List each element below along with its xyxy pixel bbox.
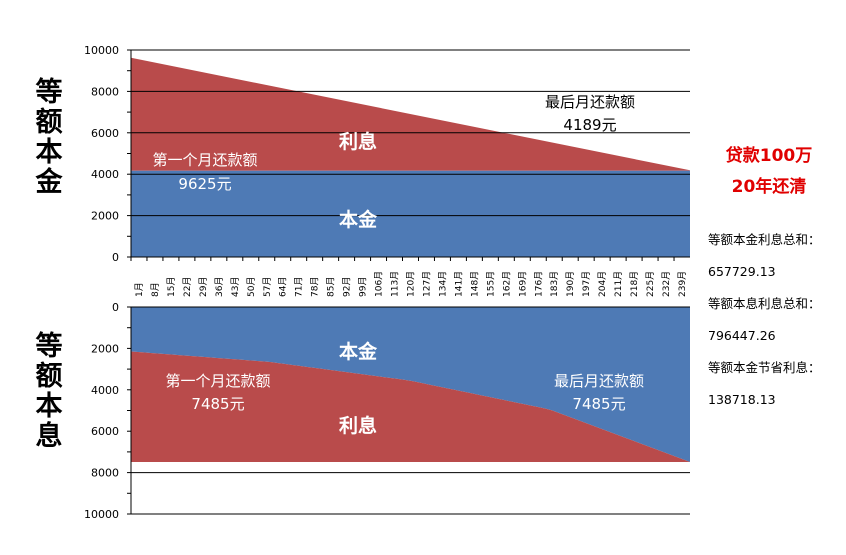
first-month-value-top: 9625元 bbox=[178, 175, 231, 193]
month-label-20: 141月 bbox=[453, 271, 464, 297]
month-label-8: 57月 bbox=[262, 277, 273, 297]
month-label-25: 176月 bbox=[533, 271, 544, 297]
y-tick-label-bottom-1: 2000 bbox=[91, 342, 119, 355]
principal-area-equal-principal bbox=[131, 170, 690, 257]
month-label-13: 92月 bbox=[342, 277, 353, 297]
month-label-6: 43月 bbox=[230, 277, 241, 297]
month-label-0: 1月 bbox=[134, 282, 145, 297]
interest-area-equal-installment bbox=[131, 351, 690, 462]
summary-line-5: 等额本金节省利息： bbox=[708, 360, 821, 375]
month-label-12: 85月 bbox=[326, 277, 337, 297]
month-label-2: 15月 bbox=[166, 277, 177, 297]
y-tick-label-top-5: 10000 bbox=[84, 44, 119, 57]
month-label-17: 120月 bbox=[406, 271, 417, 297]
loan-term-line: 20年还清 bbox=[731, 177, 807, 197]
summary-line-2: 657729.13 bbox=[708, 264, 776, 279]
month-label-11: 78月 bbox=[310, 277, 321, 297]
interest-label-bottom: 利息 bbox=[339, 414, 377, 437]
month-label-26: 183月 bbox=[549, 271, 560, 297]
month-label-23: 162月 bbox=[501, 271, 512, 297]
interest-area-equal-principal bbox=[131, 57, 690, 171]
month-label-34: 239月 bbox=[677, 271, 688, 297]
bottom-chart-title: 等额本息 bbox=[28, 332, 70, 452]
y-tick-label-top-2: 4000 bbox=[91, 168, 119, 181]
y-tick-label-bottom-5: 10000 bbox=[84, 508, 119, 521]
month-label-27: 190月 bbox=[565, 271, 576, 297]
y-tick-label-top-0: 0 bbox=[112, 251, 119, 264]
y-tick-label-top-4: 8000 bbox=[91, 85, 119, 98]
first-month-label-bottom: 第一个月还款额 bbox=[165, 372, 270, 390]
month-label-4: 29月 bbox=[198, 277, 209, 297]
month-label-1: 8月 bbox=[150, 282, 161, 297]
month-label-3: 22月 bbox=[182, 277, 193, 297]
month-label-28: 197月 bbox=[581, 271, 592, 297]
month-label-10: 71月 bbox=[294, 277, 305, 297]
month-label-22: 155月 bbox=[485, 271, 496, 297]
summary-line-6: 138718.13 bbox=[708, 392, 776, 407]
month-label-9: 64月 bbox=[278, 277, 289, 297]
summary-line-1: 等额本金利息总和： bbox=[708, 232, 821, 247]
last-month-value-bottom: 7485元 bbox=[572, 395, 625, 413]
month-label-21: 148月 bbox=[469, 271, 480, 297]
month-label-30: 211月 bbox=[613, 271, 624, 297]
interest-summary: 等额本金利息总和： 657729.13 等额本息利息总和： 796447.26 … bbox=[708, 224, 844, 416]
top-chart-title: 等额本金 bbox=[28, 78, 70, 198]
y-tick-label-top-3: 6000 bbox=[91, 127, 119, 140]
top-chart-title-text: 等额本金 bbox=[35, 77, 63, 198]
y-tick-label-bottom-0: 0 bbox=[112, 301, 119, 314]
month-label-5: 36月 bbox=[214, 277, 225, 297]
month-label-15: 106月 bbox=[374, 271, 385, 297]
bottom-chart-title-text: 等额本息 bbox=[35, 331, 63, 452]
principal-label-bottom: 本金 bbox=[339, 340, 378, 363]
month-label-7: 50月 bbox=[246, 277, 257, 297]
first-month-label-top: 第一个月还款额 bbox=[152, 151, 257, 169]
month-label-24: 169月 bbox=[517, 271, 528, 297]
principal-area-equal-installment bbox=[131, 307, 690, 462]
month-label-29: 204月 bbox=[597, 271, 608, 297]
month-label-16: 113月 bbox=[390, 271, 401, 297]
first-month-value-bottom: 7485元 bbox=[191, 395, 244, 413]
y-tick-label-bottom-3: 6000 bbox=[91, 425, 119, 438]
month-label-18: 127月 bbox=[421, 271, 432, 297]
y-tick-label-top-1: 2000 bbox=[91, 210, 119, 223]
interest-label-top: 利息 bbox=[339, 130, 377, 153]
last-month-value-top: 4189元 bbox=[563, 116, 616, 134]
last-month-label-bottom: 最后月还款额 bbox=[554, 372, 644, 390]
last-month-label-top: 最后月还款额 bbox=[545, 93, 635, 111]
month-label-32: 225月 bbox=[645, 271, 656, 297]
month-label-31: 218月 bbox=[629, 271, 640, 297]
month-label-19: 134月 bbox=[437, 271, 448, 297]
y-tick-label-bottom-2: 4000 bbox=[91, 384, 119, 397]
month-label-33: 232月 bbox=[661, 271, 672, 297]
summary-line-3: 等额本息利息总和： bbox=[708, 296, 821, 311]
summary-line-4: 796447.26 bbox=[708, 328, 776, 343]
principal-label-top: 本金 bbox=[339, 208, 378, 231]
y-tick-label-bottom-4: 8000 bbox=[91, 467, 119, 480]
month-label-14: 99月 bbox=[358, 277, 369, 297]
loan-amount-line: 贷款100万 bbox=[725, 146, 813, 166]
